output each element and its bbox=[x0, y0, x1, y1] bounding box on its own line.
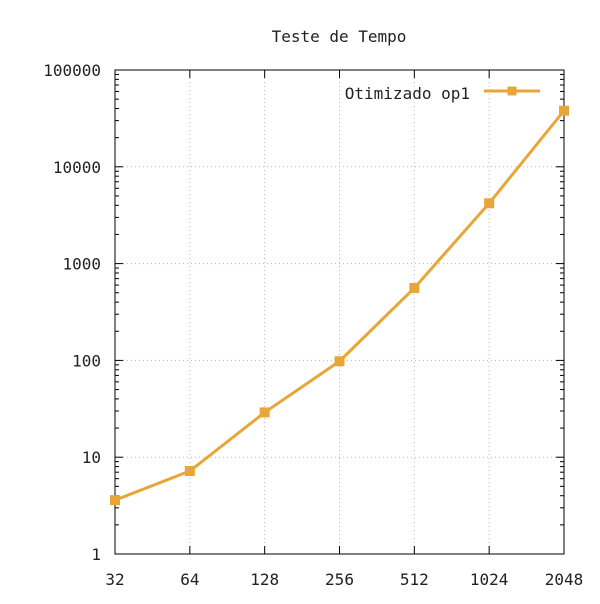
series bbox=[110, 105, 569, 506]
x-tick-label: 2048 bbox=[545, 570, 584, 589]
x-tick-label: 128 bbox=[250, 570, 279, 589]
y-tick-label: 10000 bbox=[53, 158, 101, 177]
data-point-marker bbox=[184, 466, 195, 477]
y-axis-labels: 1 10 100 1000 10000 100000 bbox=[43, 61, 101, 564]
legend: Otimizado op1 bbox=[345, 84, 540, 103]
series-line bbox=[114, 109, 566, 502]
x-tick-label: 1024 bbox=[470, 570, 509, 589]
data-point-marker bbox=[409, 282, 420, 293]
x-tick-label: 512 bbox=[400, 570, 429, 589]
y-tick-label: 1 bbox=[91, 545, 101, 564]
data-point-marker bbox=[334, 356, 345, 367]
legend-marker bbox=[507, 86, 517, 96]
x-tick-label: 32 bbox=[105, 570, 124, 589]
x-tick-label: 256 bbox=[325, 570, 354, 589]
x-tick-label: 64 bbox=[180, 570, 199, 589]
grid bbox=[115, 70, 564, 554]
y-tick-label: 100 bbox=[72, 351, 101, 370]
x-axis-labels: 32 64 128 256 512 1024 2048 bbox=[105, 570, 583, 589]
data-point-marker bbox=[259, 407, 270, 418]
legend-label: Otimizado op1 bbox=[345, 84, 470, 103]
chart-title: Teste de Tempo bbox=[272, 27, 407, 46]
data-point-marker bbox=[110, 495, 120, 506]
y-tick-label: 1000 bbox=[62, 255, 101, 274]
y-tick-label: 100000 bbox=[43, 61, 101, 80]
y-tick-label: 10 bbox=[82, 448, 101, 467]
data-point-marker bbox=[484, 198, 495, 209]
data-point-marker bbox=[559, 105, 569, 116]
